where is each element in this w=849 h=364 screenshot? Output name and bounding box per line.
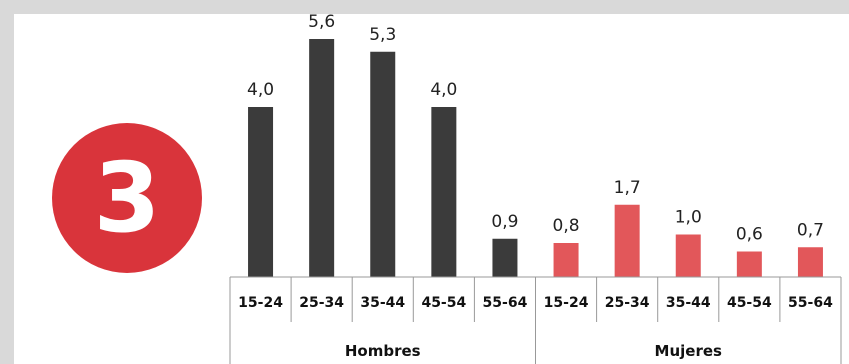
- data-label: 4,0: [247, 80, 274, 100]
- bar: [492, 238, 518, 277]
- bar: [614, 204, 640, 277]
- bar: [797, 247, 823, 277]
- x-tick-label: 45-54: [421, 295, 466, 311]
- bar: [248, 107, 274, 277]
- data-label: 0,8: [553, 216, 580, 236]
- data-label: 5,3: [369, 25, 396, 45]
- x-tick-label: 25-34: [605, 295, 650, 311]
- bar: [309, 39, 335, 277]
- group-label: Mujeres: [655, 342, 722, 360]
- x-tick-label: 45-54: [727, 295, 772, 311]
- bar: [736, 251, 762, 277]
- x-tick-label: 15-24: [238, 295, 283, 311]
- data-label: 0,9: [491, 212, 518, 232]
- x-tick-label: 55-64: [483, 295, 528, 311]
- x-tick-label: 25-34: [299, 295, 344, 311]
- x-tick-label: 35-44: [666, 295, 711, 311]
- data-label: 1,0: [675, 208, 702, 228]
- data-label: 1,7: [614, 178, 641, 198]
- data-label: 0,6: [736, 225, 763, 245]
- bar: [553, 243, 579, 277]
- x-tick-label: 55-64: [788, 295, 833, 311]
- bar: [431, 107, 457, 277]
- data-label: 5,6: [308, 12, 335, 32]
- number-badge: 3: [52, 123, 202, 273]
- data-label: 4,0: [430, 80, 457, 100]
- bar: [675, 234, 701, 277]
- x-tick-label: 35-44: [360, 295, 405, 311]
- data-label: 0,7: [797, 220, 824, 240]
- bar: [370, 51, 396, 277]
- group-label: Hombres: [345, 342, 421, 360]
- x-tick-label: 15-24: [544, 295, 589, 311]
